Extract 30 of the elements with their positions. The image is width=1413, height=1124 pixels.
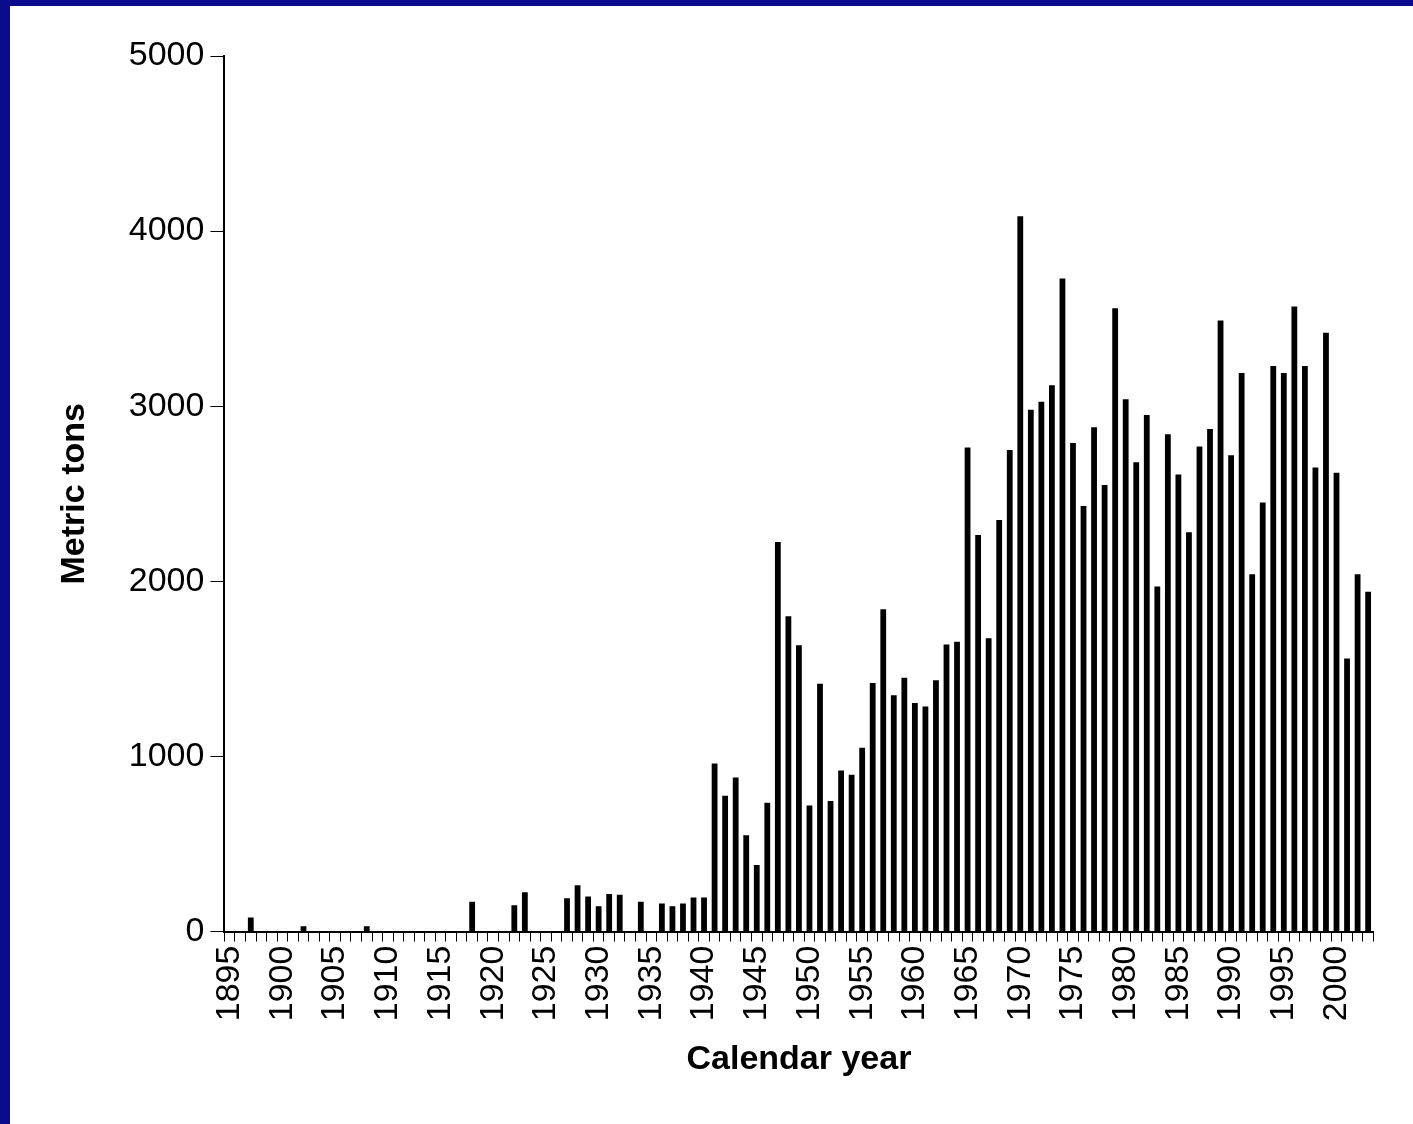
x-tick-label: 1935: [629, 945, 668, 1022]
x-tick-label: 1925: [524, 945, 563, 1022]
x-tick-label: 1970: [998, 945, 1037, 1022]
x-tick-label: 1930: [577, 945, 616, 1022]
x-axis-title: Calendar year: [686, 1037, 912, 1076]
x-tick-label: 1980: [1104, 945, 1143, 1022]
x-tick-label: 1895: [208, 945, 247, 1022]
y-axis-title: Metric tons: [52, 403, 91, 585]
y-tick-label: 0: [185, 909, 205, 948]
y-tick-label: 5000: [128, 34, 205, 73]
x-tick-label: 1990: [1209, 945, 1248, 1022]
x-tick-label: 1985: [1156, 945, 1195, 1022]
x-tick-label: 1915: [418, 945, 457, 1022]
x-tick-label: 1950: [787, 945, 826, 1022]
x-tick-label: 1975: [1051, 945, 1090, 1022]
x-tick-label: 1940: [682, 945, 721, 1022]
x-tick-label: 1965: [945, 945, 984, 1022]
x-tick-label: 1945: [735, 945, 774, 1022]
x-tick-label: 1960: [893, 945, 932, 1022]
x-tick-label: 1995: [1262, 945, 1301, 1022]
y-tick-label: 2000: [128, 559, 205, 598]
x-tick-label: 1910: [366, 945, 405, 1022]
y-tick-label: 1000: [128, 734, 205, 773]
x-tick-label: 1900: [260, 945, 299, 1022]
y-tick-label: 3000: [128, 384, 205, 423]
x-tick-label: 2000: [1314, 945, 1353, 1022]
x-tick-label: 1955: [840, 945, 879, 1022]
x-tick-label: 1905: [313, 945, 352, 1022]
x-tick-label: 1920: [471, 945, 510, 1022]
y-tick-label: 4000: [128, 209, 205, 248]
